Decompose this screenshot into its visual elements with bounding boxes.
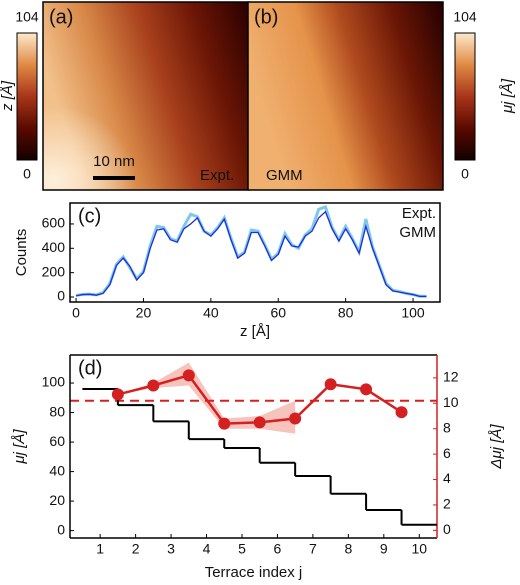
y2-tick-label: 6 <box>443 445 451 461</box>
y-tick-label: 40 <box>49 462 65 478</box>
data-point <box>111 388 124 401</box>
y-tick-label: 80 <box>49 403 65 419</box>
x-tick-label: 100 <box>401 305 425 321</box>
y2-tick-label: 8 <box>443 419 451 435</box>
x-tick-label: 60 <box>270 305 286 321</box>
data-point <box>360 383 373 396</box>
data-point <box>182 369 195 382</box>
plot-frame <box>69 202 441 303</box>
panel-label: (c) <box>78 205 101 227</box>
legend-label: Expt. <box>402 205 436 222</box>
y-tick-label: 200 <box>42 263 66 279</box>
x-tick-label: 2 <box>132 541 140 557</box>
y2-tick-label: 4 <box>443 470 451 486</box>
colorbar <box>454 32 476 161</box>
legend-label: GMM <box>399 224 436 241</box>
x-tick-label: 1 <box>96 541 104 557</box>
colorbar <box>16 32 38 161</box>
data-point <box>395 406 408 419</box>
data-point <box>147 379 160 392</box>
x-tick-label: 20 <box>136 305 152 321</box>
y-axis-label: μj [Å] <box>11 429 28 465</box>
x-tick-label: 10 <box>411 541 427 557</box>
data-line <box>75 210 427 298</box>
x-axis-label: z [Å] <box>240 323 270 340</box>
scale-bar-label: 10 nm <box>93 153 135 170</box>
colorbar-tick-label: 0 <box>23 166 31 182</box>
panel-label: (a) <box>49 6 73 28</box>
panel-label: (b) <box>254 6 278 28</box>
y2-tick-label: 2 <box>443 496 451 512</box>
annotation: Expt. <box>200 167 234 184</box>
y-tick-label: 600 <box>42 215 66 231</box>
y-tick-label: 60 <box>49 433 65 449</box>
image-frame <box>247 1 444 191</box>
y-tick-label: 0 <box>57 521 65 537</box>
x-tick-label: 8 <box>344 541 352 557</box>
x-axis-label: Terrace index j <box>205 564 303 581</box>
x-tick-label: 3 <box>167 541 175 557</box>
colorbar-label: μj [Å] <box>499 78 516 114</box>
colorbar-tick-label: 0 <box>461 166 469 182</box>
y2-tick-label: 10 <box>443 394 459 410</box>
x-tick-label: 5 <box>238 541 246 557</box>
image <box>248 2 443 190</box>
y-tick-label: 400 <box>42 239 66 255</box>
y2-tick-label: 0 <box>443 521 451 537</box>
y-tick-label: 100 <box>42 374 66 390</box>
colorbar-label: z [Å] <box>0 80 16 112</box>
x-tick-label: 80 <box>338 305 354 321</box>
x-tick-label: 7 <box>309 541 317 557</box>
panel-label: (d) <box>78 357 102 379</box>
image-highlight <box>43 2 248 190</box>
x-tick-label: 9 <box>380 541 388 557</box>
y2-tick-label: 12 <box>443 369 459 385</box>
x-tick-label: 40 <box>203 305 219 321</box>
y2-axis-label: Δμj [Å] <box>488 424 505 470</box>
x-tick-label: 4 <box>203 541 211 557</box>
y-tick-label: 20 <box>49 492 65 508</box>
x-tick-label: 0 <box>72 305 80 321</box>
data-point <box>324 378 337 391</box>
annotation: GMM <box>266 167 303 184</box>
colorbar-tick-label: 104 <box>15 9 39 25</box>
colorbar-tick-label: 104 <box>453 9 477 25</box>
data-point <box>289 412 302 425</box>
y-axis-label: Counts <box>13 229 30 277</box>
data-point <box>253 416 266 429</box>
y-tick-label: 0 <box>57 288 65 304</box>
x-tick-label: 6 <box>274 541 282 557</box>
data-point <box>218 417 231 430</box>
